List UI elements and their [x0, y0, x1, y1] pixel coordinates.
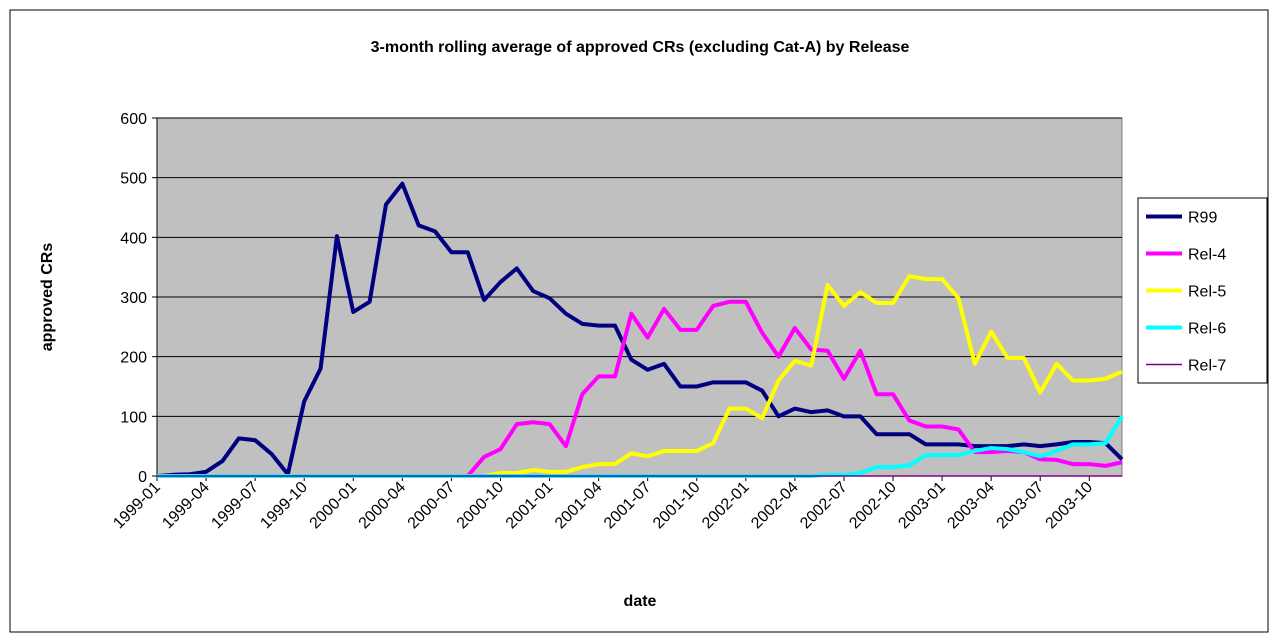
series-line — [156, 181, 1124, 478]
y-tick-label: 400 — [120, 230, 147, 247]
y-axis-title: approved CRs — [39, 243, 56, 352]
legend-label: Rel-7 — [1188, 358, 1226, 375]
legend-label: Rel-4 — [1188, 247, 1226, 264]
y-tick-label: 100 — [120, 409, 147, 426]
legend-label: R99 — [1188, 210, 1217, 227]
y-tick-label: 0 — [138, 469, 147, 486]
legend-label: Rel-5 — [1188, 284, 1226, 301]
y-tick-label: 500 — [120, 171, 147, 188]
x-axis-title: date — [624, 593, 657, 610]
y-tick-label: 600 — [120, 111, 147, 128]
chart-title: 3-month rolling average of approved CRs … — [371, 39, 910, 56]
y-tick-label: 300 — [120, 290, 147, 307]
y-tick-label: 200 — [120, 350, 147, 367]
legend-label: Rel-6 — [1188, 321, 1226, 338]
